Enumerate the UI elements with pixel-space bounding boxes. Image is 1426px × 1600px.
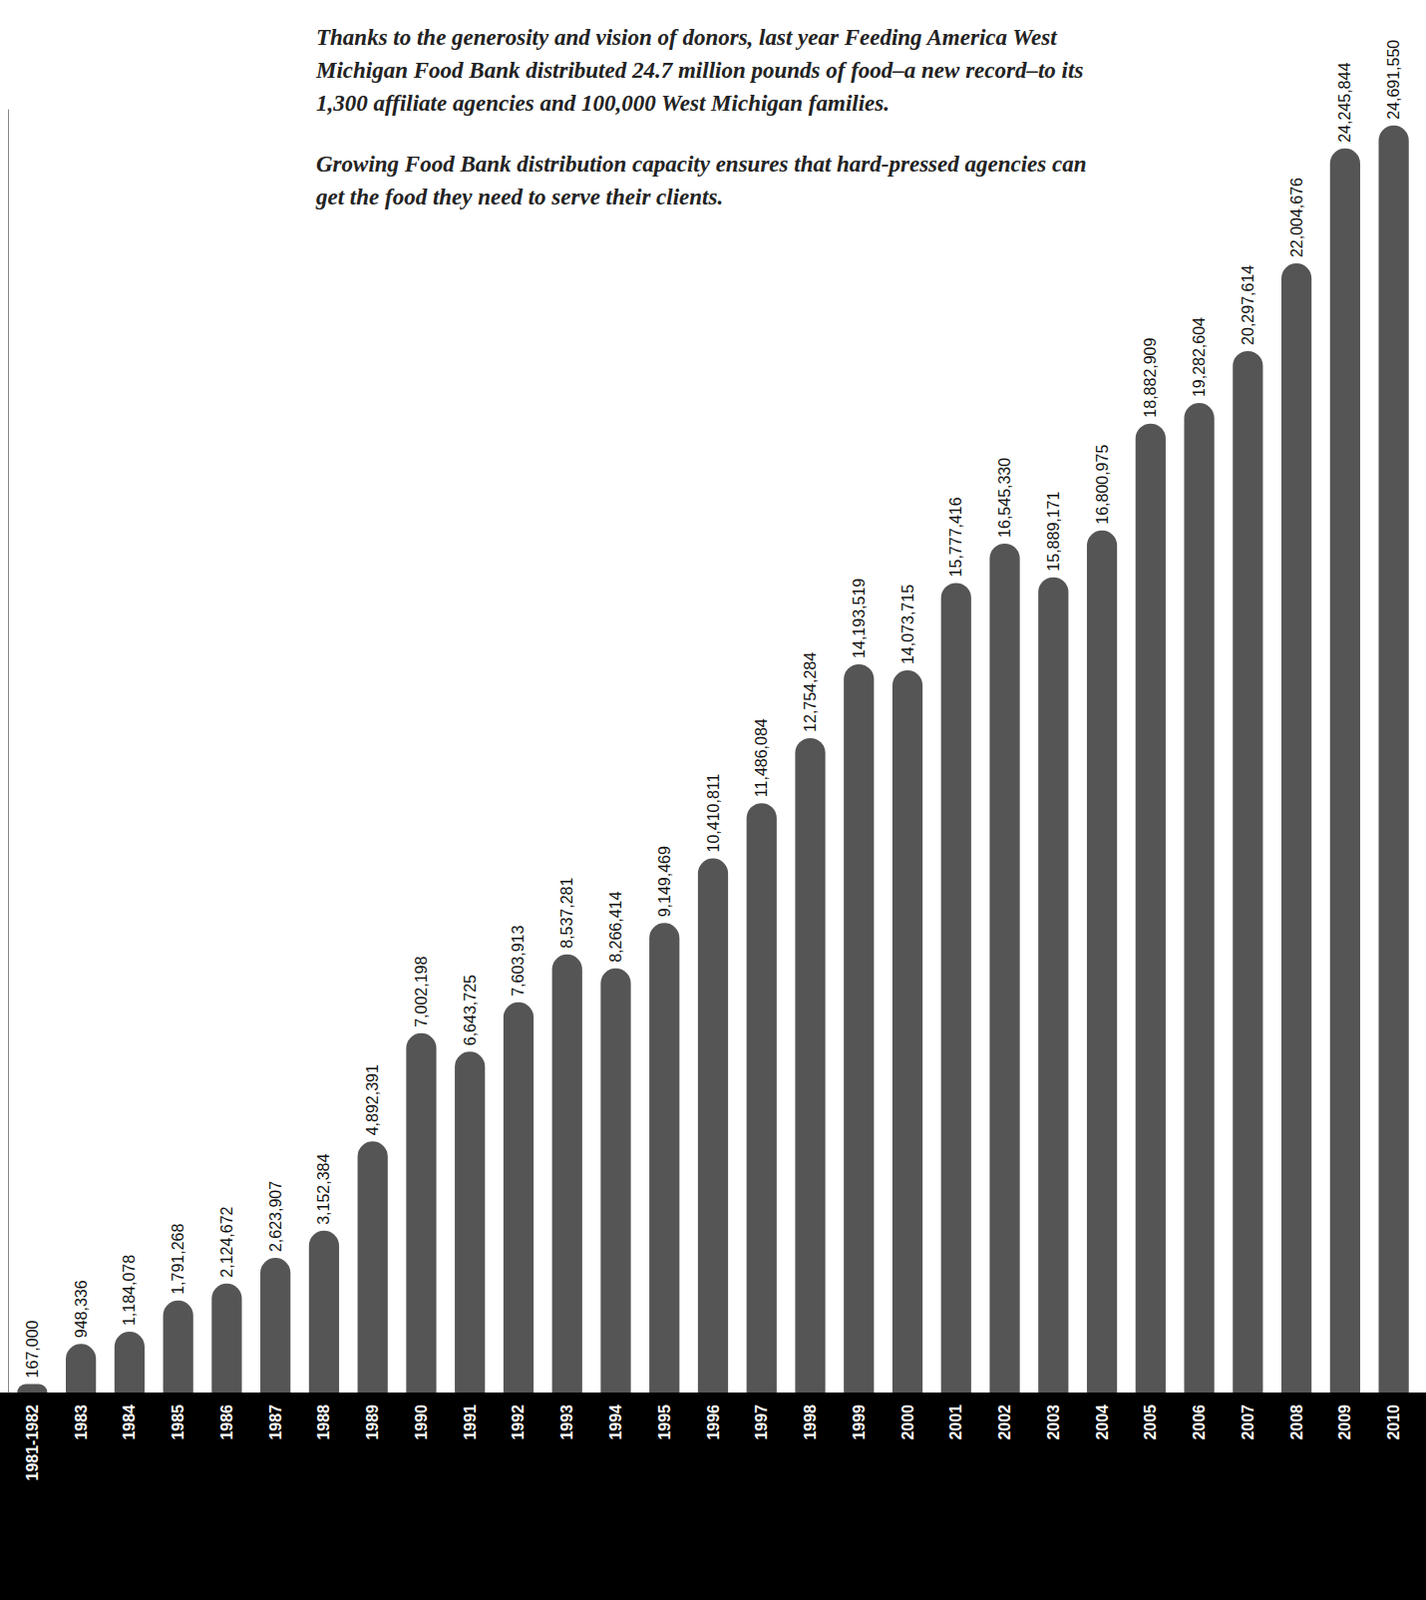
svg-text:1992: 1992 [509, 1404, 527, 1440]
svg-text:9,149,469: 9,149,469 [656, 845, 674, 917]
svg-text:1998: 1998 [801, 1404, 819, 1440]
svg-text:22,004,676: 22,004,676 [1288, 177, 1306, 258]
svg-text:2000: 2000 [899, 1404, 917, 1440]
svg-text:Growing Food Bank distribution: Growing Food Bank distribution capacity … [316, 151, 1092, 177]
svg-text:1995: 1995 [656, 1404, 674, 1440]
svg-text:1988: 1988 [315, 1404, 333, 1440]
svg-text:8,266,414: 8,266,414 [607, 890, 625, 962]
svg-text:6,643,725: 6,643,725 [461, 974, 479, 1046]
svg-text:24,691,550: 24,691,550 [1385, 39, 1403, 120]
svg-text:2006: 2006 [1190, 1404, 1208, 1440]
svg-text:1984: 1984 [120, 1404, 138, 1440]
svg-text:Thanks to the generosity and v: Thanks to the generosity and vision of d… [316, 24, 1063, 50]
svg-text:167,000: 167,000 [23, 1319, 41, 1378]
svg-text:948,336: 948,336 [72, 1279, 90, 1338]
svg-text:10,410,811: 10,410,811 [705, 772, 722, 852]
svg-text:15,889,171: 15,889,171 [1045, 490, 1063, 571]
svg-text:24,245,844: 24,245,844 [1336, 62, 1354, 143]
svg-text:16,545,330: 16,545,330 [996, 457, 1014, 538]
svg-text:2010: 2010 [1385, 1404, 1403, 1440]
svg-text:1990: 1990 [412, 1404, 430, 1440]
svg-text:2001: 2001 [947, 1404, 965, 1440]
svg-text:1994: 1994 [607, 1404, 625, 1440]
svg-text:2003: 2003 [1045, 1404, 1063, 1440]
svg-text:4,892,391: 4,892,391 [363, 1064, 381, 1135]
svg-text:11,486,084: 11,486,084 [752, 717, 770, 797]
svg-text:get the food they need to serv: get the food they need to serve their cl… [315, 184, 723, 210]
svg-text:8,537,281: 8,537,281 [558, 877, 576, 949]
svg-text:2008: 2008 [1288, 1404, 1306, 1440]
svg-text:3,152,384: 3,152,384 [315, 1153, 333, 1225]
svg-text:1991: 1991 [461, 1404, 479, 1440]
svg-text:1987: 1987 [267, 1404, 285, 1440]
svg-text:Michigan Food Bank distributed: Michigan Food Bank distributed 24.7 mill… [315, 57, 1089, 83]
svg-text:2004: 2004 [1093, 1404, 1111, 1440]
svg-text:2007: 2007 [1239, 1404, 1257, 1440]
svg-text:1,184,078: 1,184,078 [120, 1254, 138, 1326]
svg-text:2005: 2005 [1141, 1404, 1159, 1440]
svg-text:15,777,416: 15,777,416 [947, 496, 965, 577]
svg-text:7,603,913: 7,603,913 [509, 925, 527, 997]
svg-text:1,791,268: 1,791,268 [169, 1223, 187, 1295]
svg-text:20,297,614: 20,297,614 [1239, 265, 1257, 346]
svg-text:2002: 2002 [996, 1404, 1014, 1440]
svg-text:2,623,907: 2,623,907 [267, 1180, 285, 1252]
svg-text:1985: 1985 [169, 1404, 187, 1440]
svg-text:1993: 1993 [558, 1404, 576, 1440]
svg-text:16,800,975: 16,800,975 [1093, 444, 1111, 525]
svg-text:1,300 affiliate agencies and 1: 1,300 affiliate agencies and 100,000 Wes… [316, 90, 890, 116]
svg-text:7,002,198: 7,002,198 [412, 956, 430, 1028]
svg-text:1989: 1989 [363, 1404, 381, 1440]
svg-text:1981-1982: 1981-1982 [23, 1404, 41, 1481]
svg-text:1983: 1983 [72, 1404, 90, 1440]
svg-text:1996: 1996 [705, 1404, 722, 1440]
svg-text:2,124,672: 2,124,672 [218, 1205, 236, 1277]
svg-text:12,754,284: 12,754,284 [801, 652, 819, 732]
svg-text:1999: 1999 [850, 1404, 868, 1440]
svg-text:18,882,909: 18,882,909 [1141, 337, 1159, 417]
svg-text:1997: 1997 [752, 1404, 770, 1440]
svg-text:19,282,604: 19,282,604 [1190, 317, 1208, 397]
svg-text:14,193,519: 14,193,519 [850, 578, 868, 659]
svg-text:2009: 2009 [1336, 1404, 1354, 1440]
svg-text:14,073,715: 14,073,715 [899, 584, 917, 665]
svg-text:1986: 1986 [218, 1404, 236, 1440]
